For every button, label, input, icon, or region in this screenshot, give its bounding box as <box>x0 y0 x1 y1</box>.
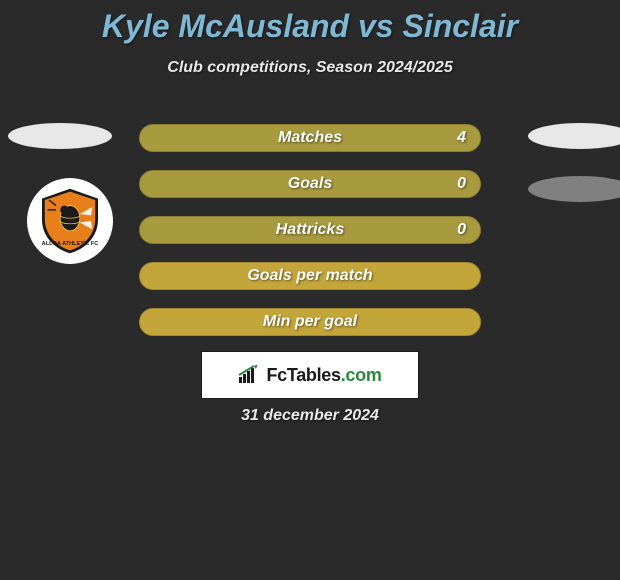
brand-chart-icon <box>238 365 260 385</box>
stat-bar: Min per goal <box>139 308 481 336</box>
brand-text: FcTables.com <box>266 365 381 386</box>
stat-bar-label: Hattricks <box>276 221 344 239</box>
stat-bar: Goals 0 <box>139 170 481 198</box>
stat-bar: Hattricks 0 <box>139 216 481 244</box>
player-left-ellipse <box>8 123 112 149</box>
stat-bar-label: Min per goal <box>263 313 357 331</box>
stat-bar-value: 0 <box>457 221 466 239</box>
brand-suffix: .com <box>341 365 382 385</box>
subtitle: Club competitions, Season 2024/2025 <box>0 59 620 77</box>
svg-text:ALLOA ATHLETIC FC: ALLOA ATHLETIC FC <box>42 241 99 247</box>
stat-bar: Matches 4 <box>139 124 481 152</box>
stat-bar-value: 0 <box>457 175 466 193</box>
brand-box: FcTables.com <box>201 351 419 399</box>
stat-bar-label: Goals <box>288 175 332 193</box>
club-badge-icon: ALLOA ATHLETIC FC <box>35 186 105 256</box>
date-text: 31 december 2024 <box>0 407 620 425</box>
player-right-ellipse-1 <box>528 123 620 149</box>
page-title: Kyle McAusland vs Sinclair <box>0 0 620 45</box>
stat-bar-label: Goals per match <box>247 267 372 285</box>
stat-bar-value: 4 <box>457 129 466 147</box>
brand-name: FcTables <box>266 365 340 385</box>
club-badge: ALLOA ATHLETIC FC <box>27 178 113 264</box>
stat-bar: Goals per match <box>139 262 481 290</box>
player-right-ellipse-2 <box>528 176 620 202</box>
stat-bar-label: Matches <box>278 129 342 147</box>
stat-bars: Matches 4 Goals 0 Hattricks 0 Goals per match M… <box>139 124 481 354</box>
